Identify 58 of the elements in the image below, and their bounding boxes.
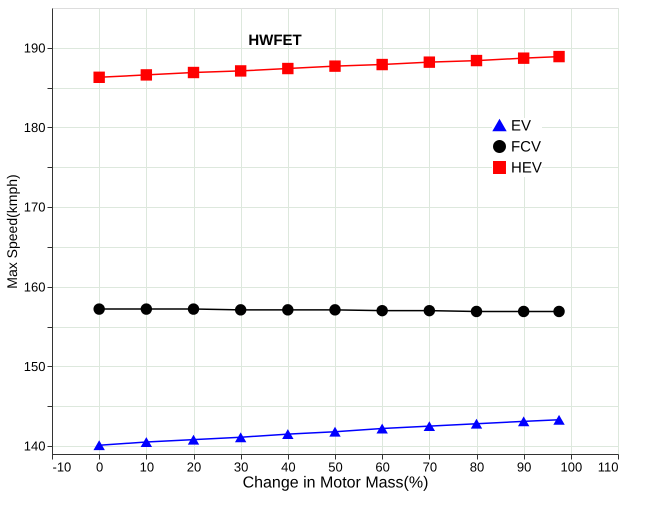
x-tick-label: 10: [140, 460, 154, 474]
point: [553, 306, 565, 318]
point: [424, 421, 436, 432]
point: [234, 65, 246, 77]
x-tick-label: -10: [52, 460, 72, 474]
x-tick-label: 90: [516, 460, 532, 474]
y-tick-label: 190: [24, 40, 46, 56]
point: [93, 72, 105, 83]
point: [140, 437, 152, 447]
point: [234, 304, 246, 316]
point: [93, 440, 105, 450]
point: [234, 432, 246, 442]
point: [376, 58, 388, 70]
point: [553, 414, 565, 425]
x-tick-label: 100: [560, 460, 582, 474]
point: [553, 50, 565, 62]
point: [424, 304, 436, 316]
point: [282, 429, 294, 440]
point: [282, 62, 294, 74]
point: [282, 304, 294, 316]
y-tick-label: 140: [24, 438, 46, 454]
point: [329, 60, 341, 72]
x-tick-label: 60: [375, 460, 390, 474]
point: [188, 303, 200, 315]
point: [188, 66, 200, 78]
point: [93, 303, 105, 315]
point: [329, 304, 341, 316]
x-axis-title: Change in Motor Mass(%): [242, 474, 428, 492]
point: [470, 306, 482, 318]
x-tick-label: 70: [422, 460, 438, 474]
point: [518, 52, 530, 64]
x-tick-label: 20: [186, 460, 202, 474]
point: [518, 306, 530, 318]
x-tick-label: 110: [598, 460, 618, 474]
legend-label: FCV: [511, 138, 541, 156]
point: [470, 418, 482, 429]
y-tick-label: 160: [24, 279, 46, 294]
x-tick-label: 30: [234, 460, 248, 474]
point: [140, 303, 152, 315]
x-tick-label: 40: [281, 460, 296, 474]
x-tick-label: 50: [328, 460, 343, 474]
point: [518, 416, 530, 426]
y-tick-label: 150: [24, 358, 46, 374]
legend-label: HEV: [511, 160, 542, 176]
point: [424, 56, 436, 68]
y-axis-title: Max Speed(kmph): [4, 174, 20, 289]
legend-label: EV: [511, 118, 532, 134]
y-tick-label: 180: [24, 120, 46, 135]
point: [376, 424, 388, 434]
y-tick-label: 170: [24, 200, 46, 215]
text: HWFET: [248, 32, 302, 49]
point: [188, 434, 200, 445]
point: [140, 69, 152, 81]
point: [329, 426, 341, 437]
x-tick-label: 80: [470, 460, 484, 474]
point: [470, 54, 482, 66]
point: [376, 304, 388, 316]
x-tick-label: 0: [96, 460, 104, 474]
